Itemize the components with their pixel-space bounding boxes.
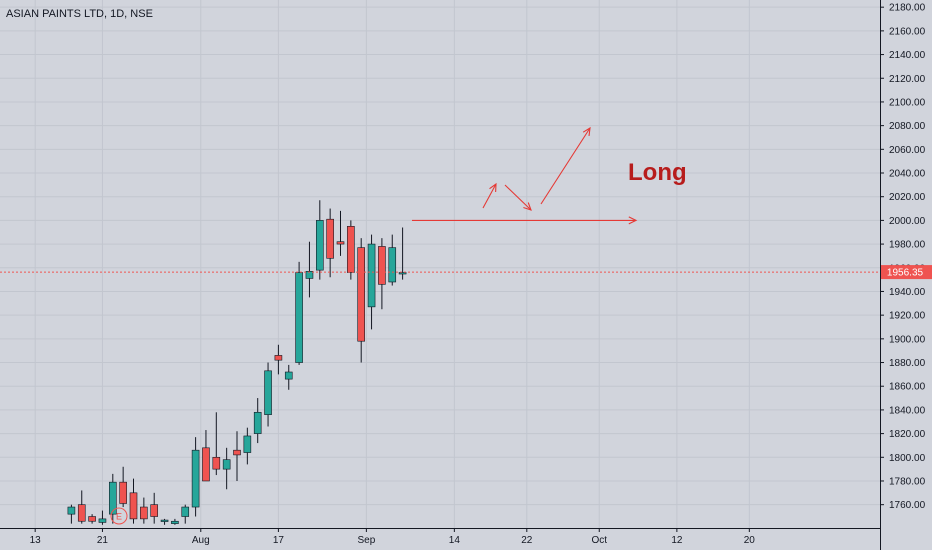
price-tick-label: 1820.00 bbox=[889, 429, 926, 440]
candle-up[interactable] bbox=[171, 520, 179, 524]
price-tick-label: 1800.00 bbox=[889, 453, 926, 464]
candle-up[interactable] bbox=[388, 247, 397, 283]
price-tick-label: 2080.00 bbox=[889, 121, 926, 132]
path-arrow-1[interactable] bbox=[482, 182, 497, 209]
chart-title: ASIAN PAINTS LTD, 1D, NSE bbox=[6, 8, 153, 20]
candle-down[interactable] bbox=[336, 241, 345, 245]
candle-up[interactable] bbox=[67, 506, 76, 515]
candle-up[interactable] bbox=[315, 220, 324, 271]
price-tick-label: 1860.00 bbox=[889, 382, 926, 393]
last-price-label: 1956.35 bbox=[887, 268, 924, 279]
earnings-marker-circle bbox=[110, 507, 128, 525]
time-tick-label: 22 bbox=[521, 535, 533, 546]
path-arrow-1-head bbox=[489, 182, 497, 193]
price-tick-label: 1980.00 bbox=[889, 240, 926, 251]
candle-down[interactable] bbox=[233, 449, 241, 456]
price-tick-label: 1780.00 bbox=[889, 476, 926, 487]
candle-up[interactable] bbox=[243, 435, 252, 453]
candle-up[interactable] bbox=[295, 272, 303, 363]
candle-up[interactable] bbox=[264, 370, 272, 415]
candle-down[interactable] bbox=[347, 226, 355, 273]
time-tick-label: 13 bbox=[30, 535, 42, 546]
candle-down[interactable] bbox=[357, 247, 366, 342]
time-tick-label: 12 bbox=[671, 535, 683, 546]
time-axis-ticks: 13 21 Aug 17 Sep 14 22 Oct 12 20 bbox=[30, 528, 756, 546]
last-price-box bbox=[881, 265, 932, 280]
candle-up[interactable] bbox=[284, 371, 293, 380]
price-tick-label: 2160.00 bbox=[889, 26, 926, 37]
price-tick-label: 2020.00 bbox=[889, 192, 926, 203]
time-tick-label: 21 bbox=[97, 535, 109, 546]
time-tick-label: Sep bbox=[357, 535, 375, 546]
candle-up[interactable] bbox=[191, 449, 200, 508]
path-arrow-3-shaft bbox=[540, 127, 591, 205]
candle-down[interactable] bbox=[326, 218, 334, 259]
time-tick-label: Aug bbox=[192, 535, 210, 546]
path-arrow-3-head bbox=[582, 126, 591, 137]
grid bbox=[0, 0, 880, 528]
price-tick-label: 2000.00 bbox=[889, 216, 926, 227]
candle-down[interactable] bbox=[274, 355, 283, 361]
candle-up[interactable] bbox=[160, 519, 169, 522]
candle-up[interactable] bbox=[367, 243, 376, 308]
time-tick-label: 14 bbox=[449, 535, 461, 546]
price-tick-label: 1900.00 bbox=[889, 334, 926, 345]
candle-bodies bbox=[67, 218, 407, 524]
candle-up[interactable] bbox=[98, 518, 107, 523]
candle-down[interactable] bbox=[212, 456, 221, 470]
time-axis-panel[interactable] bbox=[0, 528, 880, 550]
path-arrow-2[interactable] bbox=[504, 184, 532, 211]
candle-up[interactable] bbox=[253, 411, 262, 434]
candle-down[interactable] bbox=[119, 481, 127, 504]
price-tick-label: 1880.00 bbox=[889, 358, 926, 369]
resistance-arrow-head bbox=[628, 216, 638, 225]
candle-up[interactable] bbox=[109, 481, 117, 515]
earnings-marker-label: E bbox=[116, 512, 122, 522]
candle-up[interactable] bbox=[398, 272, 407, 275]
time-tick-label: Oct bbox=[591, 535, 607, 546]
candle-down[interactable] bbox=[88, 516, 96, 522]
price-tick-label: 1760.00 bbox=[889, 500, 926, 511]
price-tick-label: 1840.00 bbox=[889, 405, 926, 416]
price-tick-label: 2100.00 bbox=[889, 97, 926, 108]
path-arrow-2-head bbox=[523, 202, 532, 211]
price-tick-label: 2120.00 bbox=[889, 74, 926, 85]
price-tick-label: 2140.00 bbox=[889, 50, 926, 61]
last-price-badge: 1956.35 bbox=[881, 265, 932, 280]
candle-up[interactable] bbox=[222, 459, 231, 470]
path-arrow-3[interactable] bbox=[540, 126, 591, 205]
candle-up[interactable] bbox=[181, 506, 190, 517]
path-arrow-1-shaft bbox=[482, 183, 497, 209]
plot-background bbox=[0, 0, 880, 528]
time-tick-label: 20 bbox=[744, 535, 756, 546]
candle-up[interactable] bbox=[305, 271, 314, 279]
price-tick-label: 1940.00 bbox=[889, 287, 926, 298]
price-tick-label: 2040.00 bbox=[889, 169, 926, 180]
price-tick-label: 2060.00 bbox=[889, 145, 926, 156]
candle-down[interactable] bbox=[378, 246, 386, 285]
trade-annotations bbox=[412, 126, 638, 225]
candle-down[interactable] bbox=[77, 504, 86, 522]
candle-down[interactable] bbox=[129, 492, 138, 520]
resistance-arrow[interactable] bbox=[412, 216, 638, 225]
time-tick-label: 17 bbox=[273, 535, 285, 546]
path-arrow-2-shaft bbox=[504, 184, 532, 211]
price-tick-label: 2180.00 bbox=[889, 3, 926, 14]
long-annotation-text: Long bbox=[628, 159, 687, 186]
candle-down[interactable] bbox=[150, 504, 158, 517]
earnings-marker[interactable]: E bbox=[110, 507, 128, 525]
price-tick-label: 1920.00 bbox=[889, 311, 926, 322]
candle-down[interactable] bbox=[202, 447, 210, 482]
candle-down[interactable] bbox=[140, 506, 148, 520]
